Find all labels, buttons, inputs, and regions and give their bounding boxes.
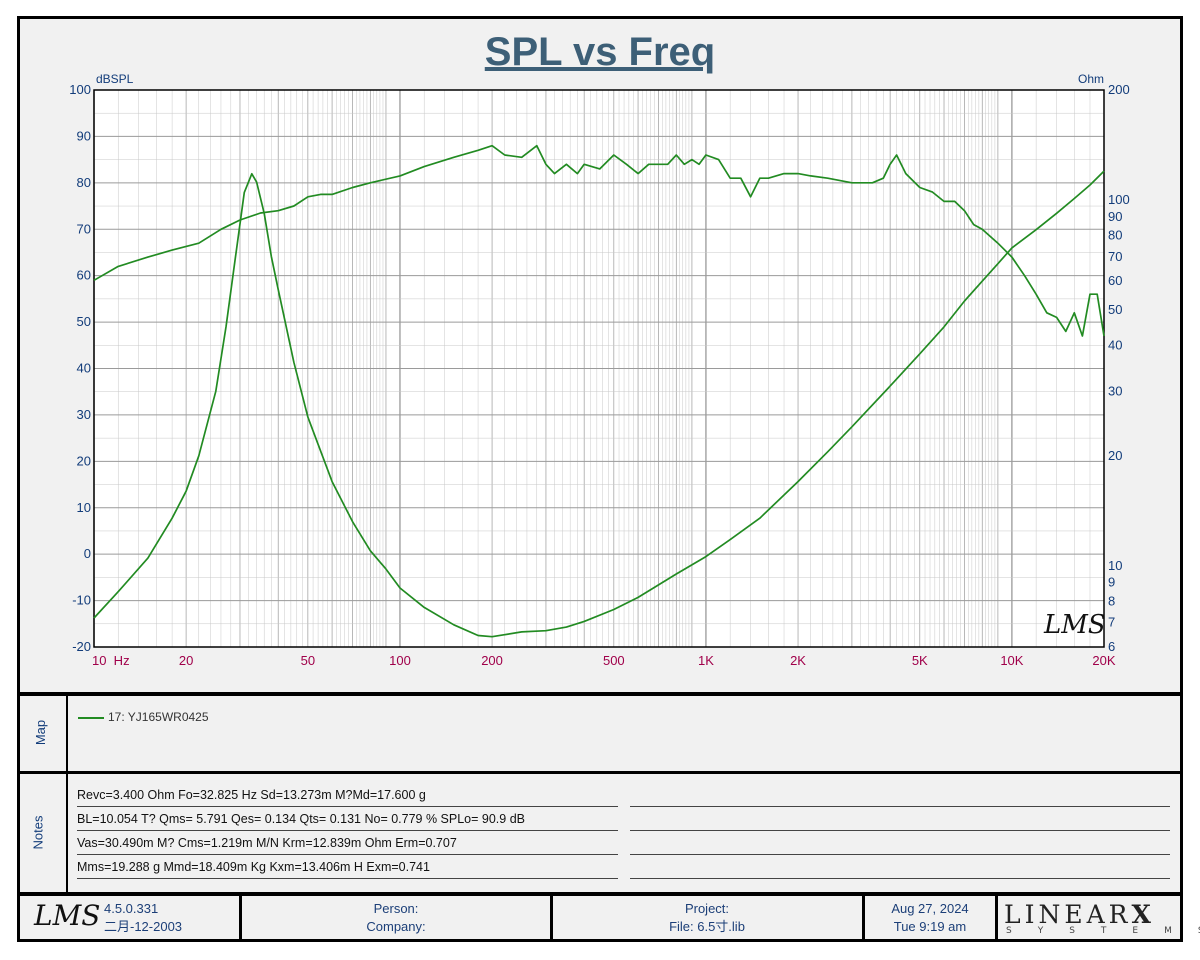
left-tick-label: 30 [77, 407, 91, 422]
x-tick-label: 50 [301, 653, 315, 668]
note-blank-1 [630, 788, 1170, 807]
right-axis-label: Ohm [1078, 72, 1104, 86]
linearx-systems: SYSTEMS [1006, 926, 1200, 936]
right-tick-label: 40 [1108, 338, 1122, 353]
right-tick-label: 6 [1108, 639, 1115, 654]
left-tick-label: 10 [77, 500, 91, 515]
left-tick-label: 50 [77, 314, 91, 329]
note-line-4: Mms=19.288 g Mmd=18.409m Kg Kxm=13.406m … [77, 860, 618, 879]
separator-footer-top [20, 892, 1180, 896]
note-blank-2 [630, 812, 1170, 831]
footer-version-cell: 4.5.0.331 二月-12-2003 [104, 896, 234, 940]
linearx-logo: LINEARX [1004, 900, 1155, 929]
note-blank-3 [630, 836, 1170, 855]
time-text: Tue 9:19 am [893, 919, 967, 934]
left-tick-label: 60 [77, 268, 91, 283]
x-tick-label: 2K [790, 653, 806, 668]
x-tick-label: 10 Hz [92, 653, 130, 668]
footer-lms-logo: LMS [34, 899, 101, 932]
separator-notes-top [20, 771, 1180, 774]
x-tick-label: 20 [179, 653, 193, 668]
right-tick-label: 80 [1108, 228, 1122, 243]
left-tick-label: 0 [84, 546, 91, 561]
spl-curve [93, 144, 1105, 337]
right-tick-label: 8 [1108, 593, 1115, 608]
left-tick-label: 80 [77, 175, 91, 190]
note-blank-4 [630, 860, 1170, 879]
project-label: Project: [684, 901, 730, 916]
right-tick-label: 50 [1108, 302, 1122, 317]
x-tick-label: 200 [481, 653, 503, 668]
right-tick-label: 9 [1108, 575, 1115, 590]
notes-label: Notes [30, 815, 46, 850]
footer-divider-1 [239, 896, 242, 940]
file-label: File: 6.5寸.lib [669, 919, 745, 934]
right-tick-label: 20 [1108, 448, 1122, 463]
person-label: Person: [373, 901, 419, 916]
plot-frame [93, 89, 1105, 648]
note-line-2: BL=10.054 T? Qms= 5.791 Qes= 0.134 Qts= … [77, 812, 618, 831]
footer-person-cell: Person: Company: [242, 896, 550, 940]
x-tick-label: 10K [1000, 653, 1023, 668]
right-tick-label: 60 [1108, 273, 1122, 288]
left-axis-label: dBSPL [96, 72, 134, 86]
right-tick-label: 7 [1108, 615, 1115, 630]
left-tick-label: 20 [77, 453, 91, 468]
x-tick-label: 1K [698, 653, 714, 668]
legend-swatch [78, 717, 104, 719]
footer-date-cell: Aug 27, 2024 Tue 9:19 am [865, 896, 995, 940]
note-line-1: Revc=3.400 Ohm Fo=32.825 Hz Sd=13.273m M… [77, 788, 618, 807]
right-tick-label: 100 [1108, 192, 1130, 207]
footer-divider-4 [995, 896, 998, 940]
left-tick-label: 90 [77, 128, 91, 143]
right-tick-label: 90 [1108, 209, 1122, 224]
left-tick-label: -10 [72, 593, 91, 608]
x-tick-label: 5K [912, 653, 928, 668]
chart-watermark-lms: LMS [1044, 610, 1106, 640]
version-text: 4.5.0.331 [104, 901, 159, 916]
left-tick-label: 40 [77, 361, 91, 376]
band-label-divider [66, 695, 68, 892]
build-date-text: 二月-12-2003 [104, 919, 183, 934]
right-tick-label: 10 [1108, 558, 1122, 573]
chart-title: SPL vs Freq [484, 30, 716, 74]
chart-svg: 1009080706050403020100-10-20200100908070… [69, 72, 1130, 668]
footer-divider-3 [862, 896, 865, 940]
right-tick-label: 200 [1108, 82, 1130, 97]
x-tick-label: 500 [603, 653, 625, 668]
legend-entry[interactable]: 17: YJ165WR0425 [108, 710, 209, 724]
left-tick-label: -20 [72, 639, 91, 654]
separator-map-top [20, 692, 1180, 696]
left-tick-label: 100 [69, 82, 91, 97]
right-tick-label: 70 [1108, 249, 1122, 264]
note-line-3: Vas=30.490m M? Cms=1.219m M/N Krm=12.839… [77, 836, 618, 855]
impedance-curve [93, 170, 1105, 638]
date-text: Aug 27, 2024 [891, 901, 969, 916]
footer-project-cell: Project: File: 6.5寸.lib [553, 896, 861, 940]
map-label: Map [33, 719, 49, 746]
left-tick-label: 70 [77, 221, 91, 236]
company-label: Company: [366, 919, 426, 934]
linearx-brand: LINEAR [1004, 900, 1132, 929]
x-tick-label: 20K [1092, 653, 1115, 668]
x-tick-label: 100 [389, 653, 411, 668]
linearx-x: X [1131, 900, 1155, 929]
right-tick-label: 30 [1108, 383, 1122, 398]
footer-divider-2 [550, 896, 553, 940]
